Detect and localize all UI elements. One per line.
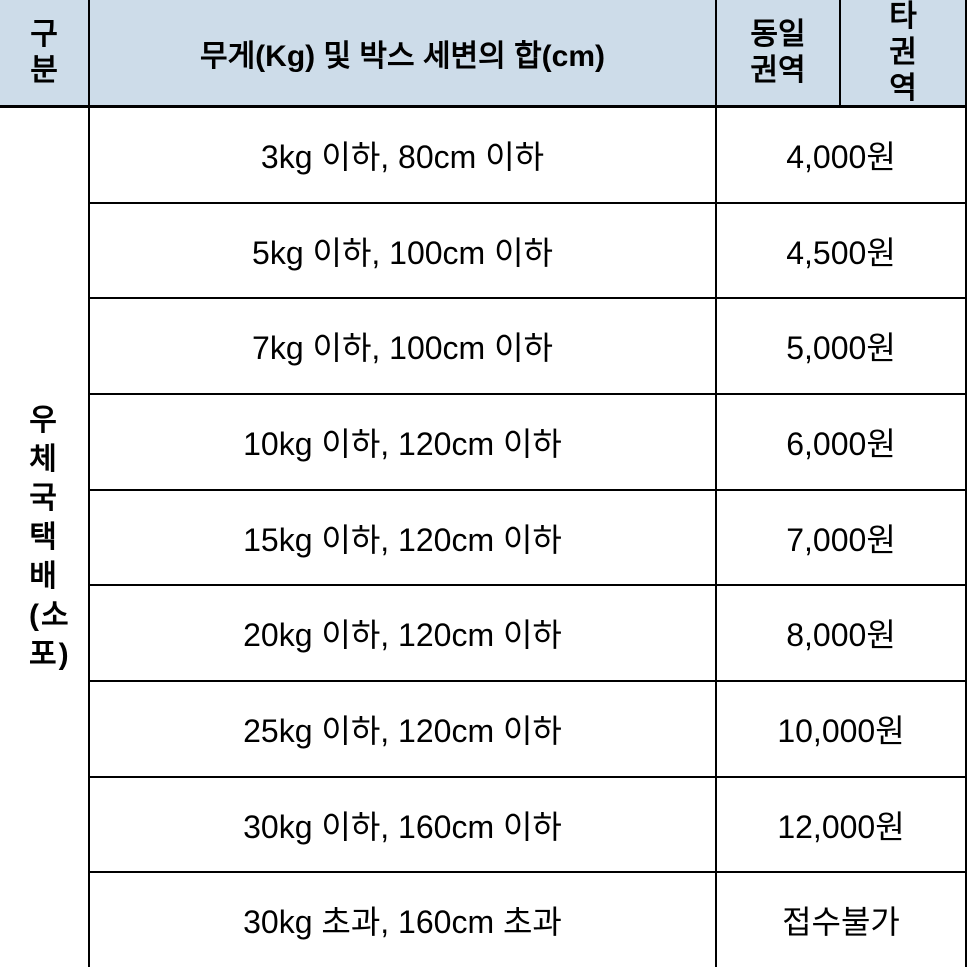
table-row: 7kg 이하, 100cm 이하 5,000원 bbox=[90, 299, 967, 395]
table-header-row: 구 분 무게(Kg) 및 박스 세변의 합(cm) 동일 권역 타 권 역 bbox=[0, 0, 967, 108]
header-same-region-text: 동일 권역 bbox=[750, 17, 805, 89]
price-text: 4,000원 bbox=[786, 132, 896, 178]
table-row: 3kg 이하, 80cm 이하 4,000원 bbox=[90, 108, 967, 204]
price-text: 4,500원 bbox=[786, 228, 896, 274]
table-row: 15kg 이하, 120cm 이하 7,000원 bbox=[90, 491, 967, 587]
price-text: 7,000원 bbox=[786, 515, 896, 561]
header-weight: 무게(Kg) 및 박스 세변의 합(cm) bbox=[90, 0, 717, 105]
price-cell: 8,000원 bbox=[717, 586, 967, 680]
price-text: 5,000원 bbox=[786, 323, 896, 369]
price-cell: 4,500원 bbox=[717, 204, 967, 298]
table-row: 10kg 이하, 120cm 이하 6,000원 bbox=[90, 395, 967, 491]
price-text: 8,000원 bbox=[786, 610, 896, 656]
header-region-group: 동일 권역 타 권 역 bbox=[717, 0, 967, 105]
table-body: 우체국택배(소포) 3kg 이하, 80cm 이하 4,000원 5kg 이하,… bbox=[0, 108, 967, 967]
weight-text: 25kg 이하, 120cm 이하 bbox=[243, 706, 562, 752]
weight-cell: 30kg 초과, 160cm 초과 bbox=[90, 873, 717, 967]
weight-text: 5kg 이하, 100cm 이하 bbox=[252, 228, 553, 274]
header-category: 구 분 bbox=[0, 0, 90, 105]
weight-cell: 30kg 이하, 160cm 이하 bbox=[90, 778, 717, 872]
weight-cell: 15kg 이하, 120cm 이하 bbox=[90, 491, 717, 585]
weight-text: 15kg 이하, 120cm 이하 bbox=[243, 515, 562, 561]
table-row: 25kg 이하, 120cm 이하 10,000원 bbox=[90, 682, 967, 778]
table-row: 20kg 이하, 120cm 이하 8,000원 bbox=[90, 586, 967, 682]
header-weight-text: 무게(Kg) 및 박스 세변의 합(cm) bbox=[200, 31, 605, 75]
price-cell: 7,000원 bbox=[717, 491, 967, 585]
weight-cell: 7kg 이하, 100cm 이하 bbox=[90, 299, 717, 393]
price-text: 접수불가 bbox=[782, 897, 900, 943]
weight-text: 20kg 이하, 120cm 이하 bbox=[243, 610, 562, 656]
weight-text: 7kg 이하, 100cm 이하 bbox=[252, 323, 553, 369]
pricing-table: 구 분 무게(Kg) 및 박스 세변의 합(cm) 동일 권역 타 권 역 우체… bbox=[0, 0, 967, 967]
table-row: 30kg 이하, 160cm 이하 12,000원 bbox=[90, 778, 967, 874]
weight-text: 30kg 초과, 160cm 초과 bbox=[243, 897, 562, 943]
category-label-cell: 우체국택배(소포) bbox=[0, 108, 90, 967]
weight-cell: 3kg 이하, 80cm 이하 bbox=[90, 108, 717, 202]
weight-text: 3kg 이하, 80cm 이하 bbox=[261, 132, 544, 178]
header-same-region: 동일 권역 bbox=[717, 0, 841, 105]
price-text: 12,000원 bbox=[777, 802, 904, 848]
price-text: 6,000원 bbox=[786, 419, 896, 465]
header-other-region-text: 타 권 역 bbox=[889, 0, 917, 107]
table-row: 30kg 초과, 160cm 초과 접수불가 bbox=[90, 873, 967, 967]
weight-text: 10kg 이하, 120cm 이하 bbox=[243, 419, 562, 465]
weight-cell: 25kg 이하, 120cm 이하 bbox=[90, 682, 717, 776]
price-cell: 5,000원 bbox=[717, 299, 967, 393]
weight-cell: 20kg 이하, 120cm 이하 bbox=[90, 586, 717, 680]
weight-cell: 5kg 이하, 100cm 이하 bbox=[90, 204, 717, 298]
price-text: 10,000원 bbox=[777, 706, 904, 752]
price-cell: 6,000원 bbox=[717, 395, 967, 489]
weight-text: 30kg 이하, 160cm 이하 bbox=[243, 802, 562, 848]
header-other-region: 타 권 역 bbox=[841, 0, 965, 105]
price-cell: 12,000원 bbox=[717, 778, 967, 872]
price-cell: 10,000원 bbox=[717, 682, 967, 776]
header-category-text: 구 분 bbox=[30, 17, 58, 89]
rows-container: 3kg 이하, 80cm 이하 4,000원 5kg 이하, 100cm 이하 … bbox=[90, 108, 967, 967]
price-cell: 접수불가 bbox=[717, 873, 967, 967]
weight-cell: 10kg 이하, 120cm 이하 bbox=[90, 395, 717, 489]
category-label-text: 우체국택배(소포) bbox=[29, 401, 59, 674]
price-cell: 4,000원 bbox=[717, 108, 967, 202]
table-row: 5kg 이하, 100cm 이하 4,500원 bbox=[90, 204, 967, 300]
